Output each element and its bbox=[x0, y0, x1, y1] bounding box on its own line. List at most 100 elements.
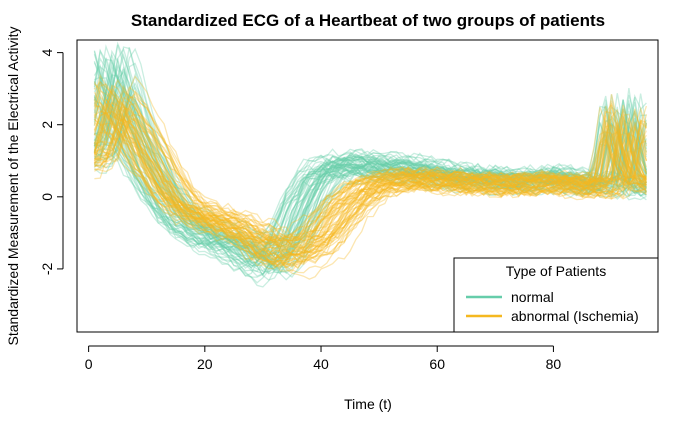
legend-box bbox=[453, 257, 659, 333]
series-curve bbox=[94, 96, 647, 249]
series-curve bbox=[94, 47, 648, 271]
series-curve bbox=[93, 89, 647, 261]
series-curve bbox=[93, 62, 647, 263]
series-curve bbox=[93, 90, 647, 253]
legend-label-normal: normal bbox=[511, 289, 554, 305]
y-tick-label: -2 bbox=[39, 262, 55, 275]
series-curve bbox=[94, 118, 647, 260]
series-curve bbox=[94, 95, 648, 252]
series-curve bbox=[93, 88, 647, 268]
series-curve bbox=[94, 46, 648, 273]
series-curve bbox=[94, 110, 648, 259]
series-curve bbox=[94, 116, 648, 260]
series-curve bbox=[94, 72, 648, 279]
series-curve bbox=[94, 104, 647, 262]
x-tick-label: 40 bbox=[313, 356, 329, 372]
series-curve bbox=[93, 98, 647, 264]
y-axis-label: Standardized Measurement of the Electric… bbox=[5, 26, 21, 345]
series-curve bbox=[94, 63, 647, 262]
series-curve bbox=[93, 119, 647, 241]
series-curve bbox=[93, 62, 647, 281]
series-curve bbox=[94, 91, 648, 242]
series-curve bbox=[94, 58, 647, 270]
x-tick-label: 0 bbox=[85, 356, 93, 372]
series-curve bbox=[93, 91, 647, 256]
series-curve bbox=[93, 101, 647, 249]
series-curve bbox=[93, 49, 647, 281]
series-curve bbox=[93, 98, 647, 259]
series-curve bbox=[94, 100, 647, 247]
series-curve bbox=[94, 79, 648, 267]
series-curve bbox=[94, 75, 648, 262]
series-curve bbox=[93, 118, 647, 241]
series-curve bbox=[93, 94, 647, 252]
series-curve bbox=[93, 58, 647, 277]
series-curve bbox=[93, 95, 647, 269]
series-curve bbox=[94, 41, 647, 272]
series-curve bbox=[93, 97, 647, 263]
series-curve bbox=[94, 65, 647, 264]
series-curve bbox=[93, 96, 647, 250]
series-curve bbox=[94, 70, 648, 264]
series-curve bbox=[93, 81, 647, 266]
y-tick-label: 0 bbox=[39, 193, 55, 201]
series-curve bbox=[93, 109, 647, 253]
series-curve bbox=[93, 101, 647, 245]
series-curve bbox=[93, 58, 647, 269]
series-curve bbox=[93, 57, 647, 277]
series-curve bbox=[94, 110, 647, 270]
series-curve bbox=[93, 74, 647, 273]
x-axis-label: Time (t) bbox=[344, 396, 392, 412]
series-curve bbox=[93, 47, 648, 269]
y-tick-label: 2 bbox=[39, 121, 55, 129]
plot-frame bbox=[76, 39, 659, 333]
x-tick-label: 60 bbox=[429, 356, 445, 372]
series-curve bbox=[93, 80, 647, 265]
series-curve bbox=[93, 61, 647, 269]
series-curve bbox=[93, 84, 647, 269]
series-curve bbox=[94, 96, 648, 274]
series-curve bbox=[93, 80, 647, 256]
series-curve bbox=[94, 105, 647, 244]
series-curve bbox=[93, 57, 647, 288]
series-curve bbox=[93, 51, 647, 269]
series-curve bbox=[94, 118, 647, 242]
series-normal bbox=[93, 41, 648, 288]
series-curve bbox=[93, 121, 647, 235]
series-curve bbox=[93, 122, 647, 241]
series-curve bbox=[94, 47, 647, 275]
series-curve bbox=[93, 48, 647, 284]
series-curve bbox=[93, 93, 648, 257]
series-curve bbox=[93, 111, 647, 248]
series-curve bbox=[94, 108, 648, 256]
y-tick-label: 4 bbox=[39, 49, 55, 57]
series-curve bbox=[93, 90, 647, 257]
series-curve bbox=[93, 73, 647, 262]
series-curve bbox=[94, 76, 647, 267]
series-curve bbox=[93, 102, 647, 242]
series-curve bbox=[93, 131, 647, 243]
series-curve bbox=[93, 72, 647, 261]
series-curve bbox=[94, 86, 648, 259]
series-curve bbox=[93, 64, 647, 257]
series-curve bbox=[93, 90, 648, 254]
series-curve bbox=[94, 117, 647, 264]
series-curve bbox=[94, 90, 648, 280]
series-curve bbox=[93, 83, 647, 257]
series-curve bbox=[93, 54, 647, 277]
series-curve bbox=[93, 103, 647, 261]
series-curve bbox=[93, 50, 647, 270]
series-curve bbox=[93, 85, 648, 259]
series-curve bbox=[93, 89, 647, 263]
curves-layer bbox=[93, 41, 648, 288]
chart-title: Standardized ECG of a Heartbeat of two g… bbox=[131, 11, 605, 30]
series-curve bbox=[94, 121, 648, 246]
x-axis: 0 20 40 60 80 bbox=[85, 345, 561, 372]
series-curve bbox=[93, 81, 647, 261]
series-curve bbox=[93, 104, 647, 242]
series-curve bbox=[93, 54, 647, 275]
series-curve bbox=[94, 44, 647, 275]
series-curve bbox=[94, 107, 648, 241]
series-curve bbox=[93, 94, 647, 257]
